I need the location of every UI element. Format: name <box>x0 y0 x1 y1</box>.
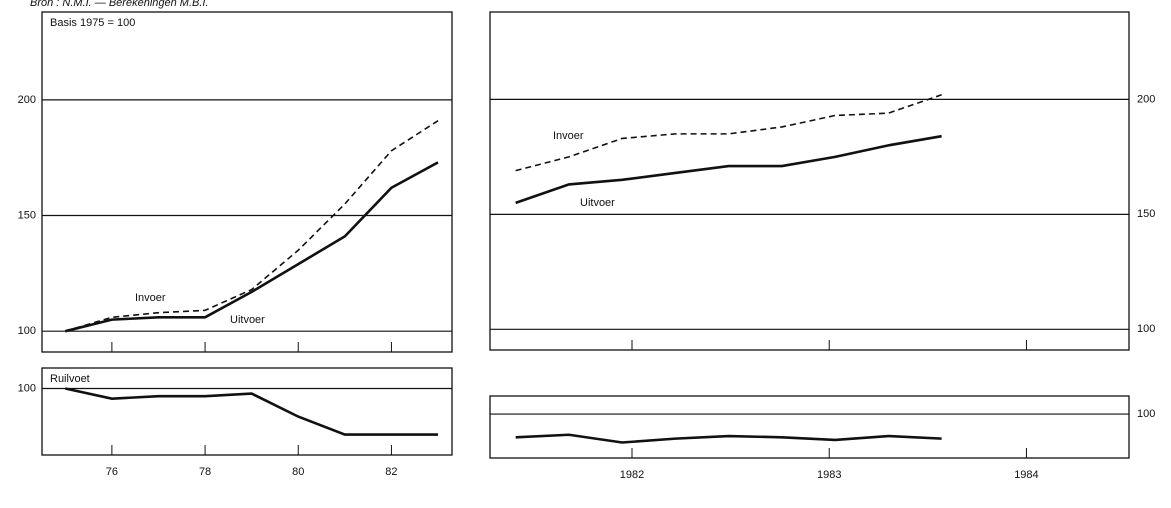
data-line <box>515 94 942 172</box>
y-tick-label: 200 <box>18 94 36 106</box>
y-tick-label: 100 <box>18 382 36 394</box>
series-label: Invoer <box>135 292 166 304</box>
panel-frame <box>489 395 1130 459</box>
x-tick-label: 78 <box>199 466 211 478</box>
x-tick-label: 1984 <box>1014 469 1038 481</box>
y-tick-label: 100 <box>18 325 36 337</box>
y-tick-label: 150 <box>18 209 36 221</box>
panel-title: Basis 1975 = 100 <box>50 17 135 29</box>
y-tick-label: 100 <box>1137 408 1155 420</box>
series-label: Uitvoer <box>580 197 615 209</box>
series-label: Uitvoer <box>230 314 265 326</box>
data-line <box>65 387 439 436</box>
x-tick-label: 76 <box>106 466 118 478</box>
source: Bron : N.M.I. — Berekeningen M.B.I. <box>30 0 209 9</box>
y-tick-label: 200 <box>1137 93 1155 105</box>
series-label: Invoer <box>553 130 584 142</box>
data-line <box>65 120 439 332</box>
x-tick-label: 82 <box>385 466 397 478</box>
data-line <box>515 134 942 205</box>
panel-title: Ruilvoet <box>50 373 90 385</box>
x-tick-label: 80 <box>292 466 304 478</box>
y-tick-label: 150 <box>1137 208 1155 220</box>
x-tick-label: 1983 <box>817 469 841 481</box>
panel-frame <box>489 11 1130 351</box>
data-line <box>64 161 439 333</box>
x-tick-label: 1982 <box>620 469 644 481</box>
y-tick-label: 100 <box>1137 323 1155 335</box>
panel-frame <box>41 367 453 456</box>
panel-frame <box>41 11 453 353</box>
data-line <box>515 433 942 444</box>
